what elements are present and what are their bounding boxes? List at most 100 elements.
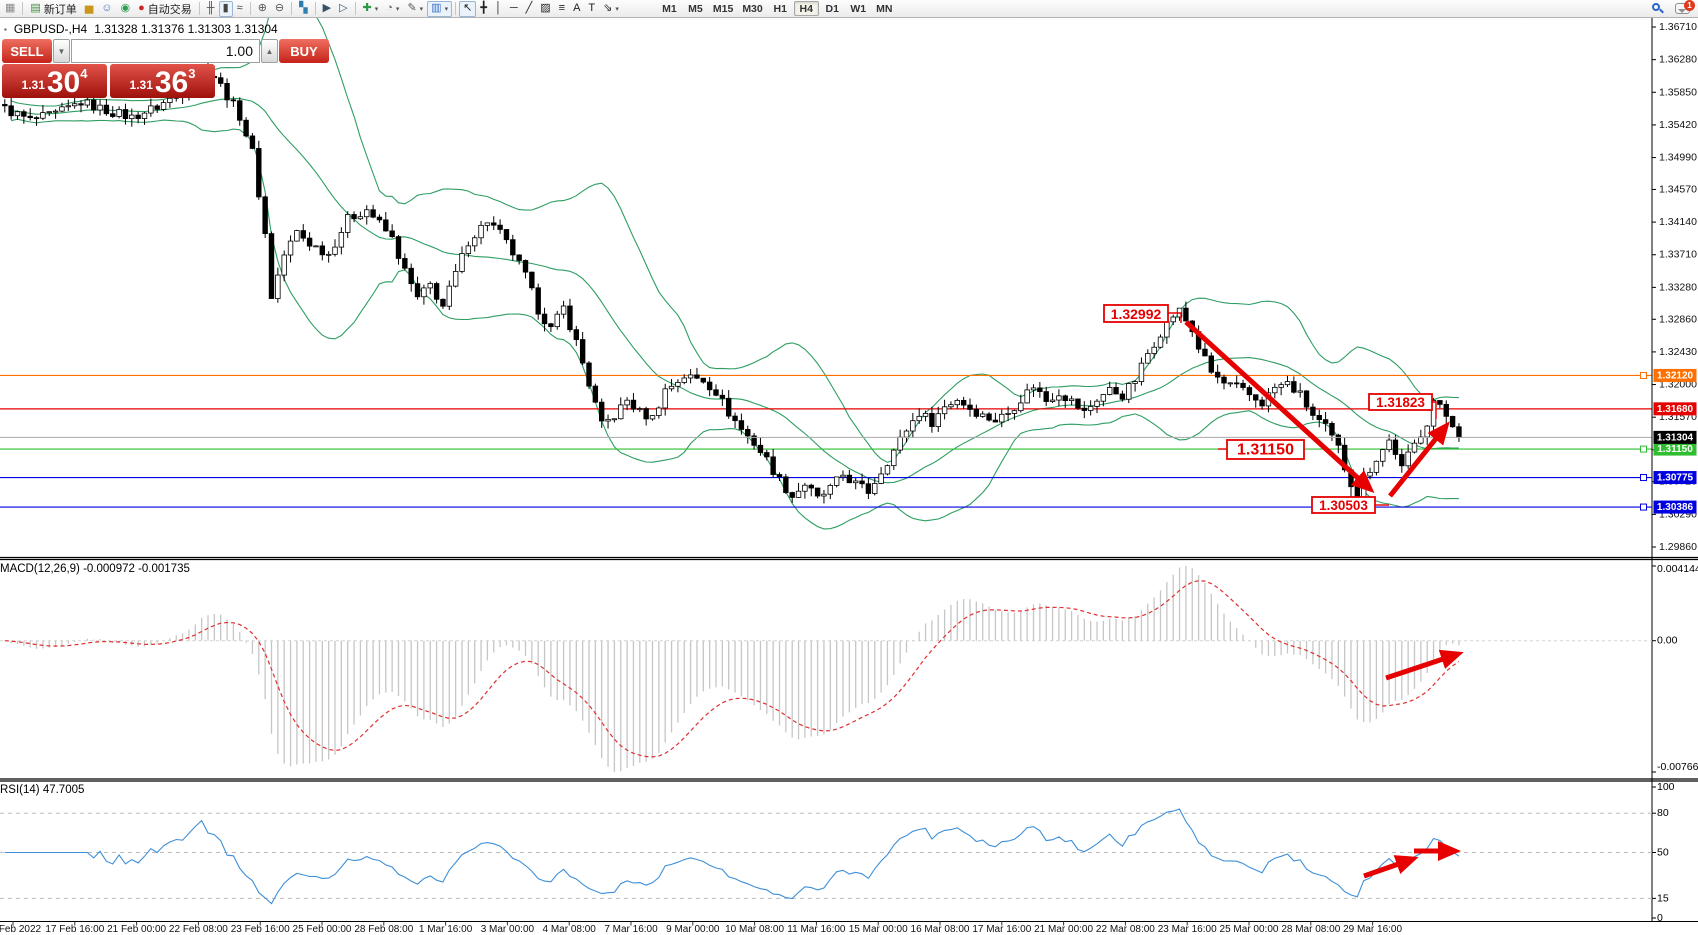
svg-text:15: 15 xyxy=(1657,892,1669,904)
auto-scroll-icon[interactable]: ▶ xyxy=(319,1,335,17)
price-axis: 1.36710 1.36280 1.35850 1.35420 1.34990 1.345… xyxy=(1652,21,1697,553)
timeframe-m15[interactable]: M15 xyxy=(712,2,734,15)
sell-price-display[interactable]: 1.31 30 4 xyxy=(2,64,107,98)
svg-text:3 Mar 00:00: 3 Mar 00:00 xyxy=(481,924,535,935)
svg-text:1.31150: 1.31150 xyxy=(1237,442,1294,459)
signals-icon[interactable]: ◉ xyxy=(117,1,135,17)
crosshair-icon[interactable]: ╋ xyxy=(476,1,491,17)
channel-icon[interactable]: ▨ xyxy=(536,1,554,17)
rsi-pane: 100 80 50 15 0 xyxy=(0,781,1675,924)
svg-text:1.36710: 1.36710 xyxy=(1659,21,1697,33)
bar-chart-icon-glyph: ╫ xyxy=(206,2,215,14)
svg-text:100: 100 xyxy=(1657,781,1675,793)
svg-text:0.00: 0.00 xyxy=(1657,635,1678,647)
community-icon[interactable]: ☺ xyxy=(97,1,116,17)
svg-text:-0.007664: -0.007664 xyxy=(1657,761,1698,773)
svg-text:21 Mar 00:00: 21 Mar 00:00 xyxy=(1034,924,1093,935)
svg-text:1.34990: 1.34990 xyxy=(1659,152,1697,164)
svg-text:1.30775: 1.30775 xyxy=(1657,473,1694,484)
line-chart-icon[interactable]: ≈ xyxy=(233,1,247,17)
timeframe-w1[interactable]: W1 xyxy=(850,2,867,15)
add-indicator-button[interactable]: ✚ ▾ xyxy=(359,1,383,17)
trendline-icon[interactable]: ╱ xyxy=(522,1,537,17)
panel-collapse-icon[interactable]: ▪ xyxy=(4,24,7,34)
dropdown-caret-icon[interactable]: ▾ xyxy=(444,5,449,13)
svg-text:1.32992: 1.32992 xyxy=(1111,306,1162,322)
timeframe-m5[interactable]: M5 xyxy=(688,2,703,15)
buy-price-display[interactable]: 1.31 36 3 xyxy=(110,64,215,98)
svg-text:25 Mar 00:00: 25 Mar 00:00 xyxy=(1220,924,1279,935)
period-clock-icon-glyph: ◔ xyxy=(386,2,393,14)
zoom-out-icon[interactable]: ⊖ xyxy=(271,1,288,17)
svg-text:1.32120: 1.32120 xyxy=(1657,370,1694,381)
one-click-trading-panel: SELL ▼ ▲ BUY 1.31 30 4 1.31 36 3 xyxy=(2,39,329,98)
dropdown-caret-icon[interactable]: ▾ xyxy=(419,5,424,13)
svg-text:9 Mar 00:00: 9 Mar 00:00 xyxy=(666,924,720,935)
volume-decrease-button[interactable]: ▼ xyxy=(53,39,70,63)
chart-header: ▪ GBPUSD-,H4 1.31328 1.31376 1.31303 1.3… xyxy=(4,22,278,36)
svg-text:1.34140: 1.34140 xyxy=(1659,216,1697,228)
timeframe-h1[interactable]: H1 xyxy=(773,2,787,15)
buy-price-pip: 3 xyxy=(188,66,196,81)
dropdown-caret-icon[interactable]: ▾ xyxy=(615,5,619,13)
zoom-in-icon[interactable]: ⊕ xyxy=(254,1,271,17)
tile-windows-icon[interactable]: ▚ xyxy=(295,1,311,17)
toolbar-separator xyxy=(455,2,457,15)
timeframe-m1[interactable]: M1 xyxy=(662,2,677,15)
rsi-indicator-label: RSI(14) 47.7005 xyxy=(0,784,85,796)
timeframe-m30[interactable]: M30 xyxy=(742,2,763,15)
chart-annotations[interactable]: 1.32992 1.31150 1.30503 1.31823 xyxy=(1103,304,1464,879)
svg-text:1.33280: 1.33280 xyxy=(1659,281,1697,293)
auto-trading-glyph: ● xyxy=(138,2,145,14)
timeframe-d1[interactable]: D1 xyxy=(825,2,839,15)
tile-windows-icon-glyph: ▚ xyxy=(299,2,308,14)
auto-trading-button[interactable]: ● 自动交易 xyxy=(134,1,196,17)
text-icon-glyph: A xyxy=(573,2,581,14)
main-toolbar: ▦ ▤ 新订单 ▅ ☺ ◉ ● 自动交易 ╫ ▮ ≈ ⊕ ⊖ ▚ ▶ ▷ ✚ ▾ ◔ ▾ ✎ ▾ ▥ ▾ ↖ ╋ │ ─ ╱ ▨ ≡ A T ⇘ ▾… xyxy=(0,0,1698,18)
dropdown-caret-icon[interactable]: ▾ xyxy=(374,5,379,13)
arrows-icon-glyph: ⇘ xyxy=(603,2,613,14)
macd-indicator-label: MACD(12,26,9) -0.000972 -0.001735 xyxy=(0,563,190,575)
channel-icon-glyph: ▨ xyxy=(540,2,551,14)
volume-input[interactable] xyxy=(71,39,260,63)
buy-button[interactable]: BUY xyxy=(279,39,329,63)
cursor-icon[interactable]: ↖ xyxy=(459,0,477,17)
toolbar-separator xyxy=(354,2,356,15)
community-icon-glyph: ☺ xyxy=(101,2,113,14)
bar-chart-icon[interactable]: ╫ xyxy=(203,1,219,17)
gold-bars-icon[interactable]: ▅ xyxy=(81,1,97,17)
chart-shift-icon-glyph: ▷ xyxy=(339,2,348,14)
svg-text:28 Feb 08:00: 28 Feb 08:00 xyxy=(354,924,413,935)
chart-styles-icon[interactable]: ✎ ▾ xyxy=(403,1,427,17)
text-label-icon[interactable]: T xyxy=(584,1,599,17)
timeframe-h4[interactable]: H4 xyxy=(793,1,819,16)
horizontal-line-icon[interactable]: ─ xyxy=(506,1,522,17)
dropdown-caret-icon[interactable]: ▾ xyxy=(395,5,400,13)
chat-icon[interactable]: 1 xyxy=(1675,0,1695,14)
symbol-period-label: GBPUSD-,H4 xyxy=(13,22,88,36)
timeframe-mn[interactable]: MN xyxy=(876,2,893,15)
arrows-icon[interactable]: ⇘ ▾ xyxy=(599,1,623,17)
text-icon[interactable]: A xyxy=(569,1,584,17)
fibonacci-icon-glyph: ≡ xyxy=(558,2,566,14)
indicator-window-icon[interactable]: ▥ ▾ xyxy=(427,0,453,17)
horizontal-line-objects[interactable] xyxy=(0,371,1652,511)
app-icon[interactable]: ▦ xyxy=(1,1,19,17)
macd-pane: 0.004144 0.00 -0.007664 xyxy=(0,563,1698,773)
fibonacci-icon[interactable]: ≡ xyxy=(555,1,569,17)
candlestick-chart-icon[interactable]: ▮ xyxy=(218,0,233,17)
toolbar-right: 1 xyxy=(1652,0,1695,14)
new-order-glyph: ▤ xyxy=(30,2,41,14)
period-clock-icon[interactable]: ◔ ▾ xyxy=(382,1,403,17)
new-order-button[interactable]: ▤ 新订单 xyxy=(26,1,80,17)
volume-increase-button[interactable]: ▲ xyxy=(261,39,278,63)
chart-shift-icon[interactable]: ▷ xyxy=(335,1,351,17)
chart-styles-icon-glyph: ✎ xyxy=(407,2,417,14)
search-icon[interactable] xyxy=(1652,3,1664,14)
vertical-line-icon[interactable]: │ xyxy=(491,1,506,17)
sell-button[interactable]: SELL xyxy=(2,39,52,63)
svg-text:1.31680: 1.31680 xyxy=(1657,404,1694,415)
svg-text:17 Feb 16:00: 17 Feb 16:00 xyxy=(45,924,104,935)
